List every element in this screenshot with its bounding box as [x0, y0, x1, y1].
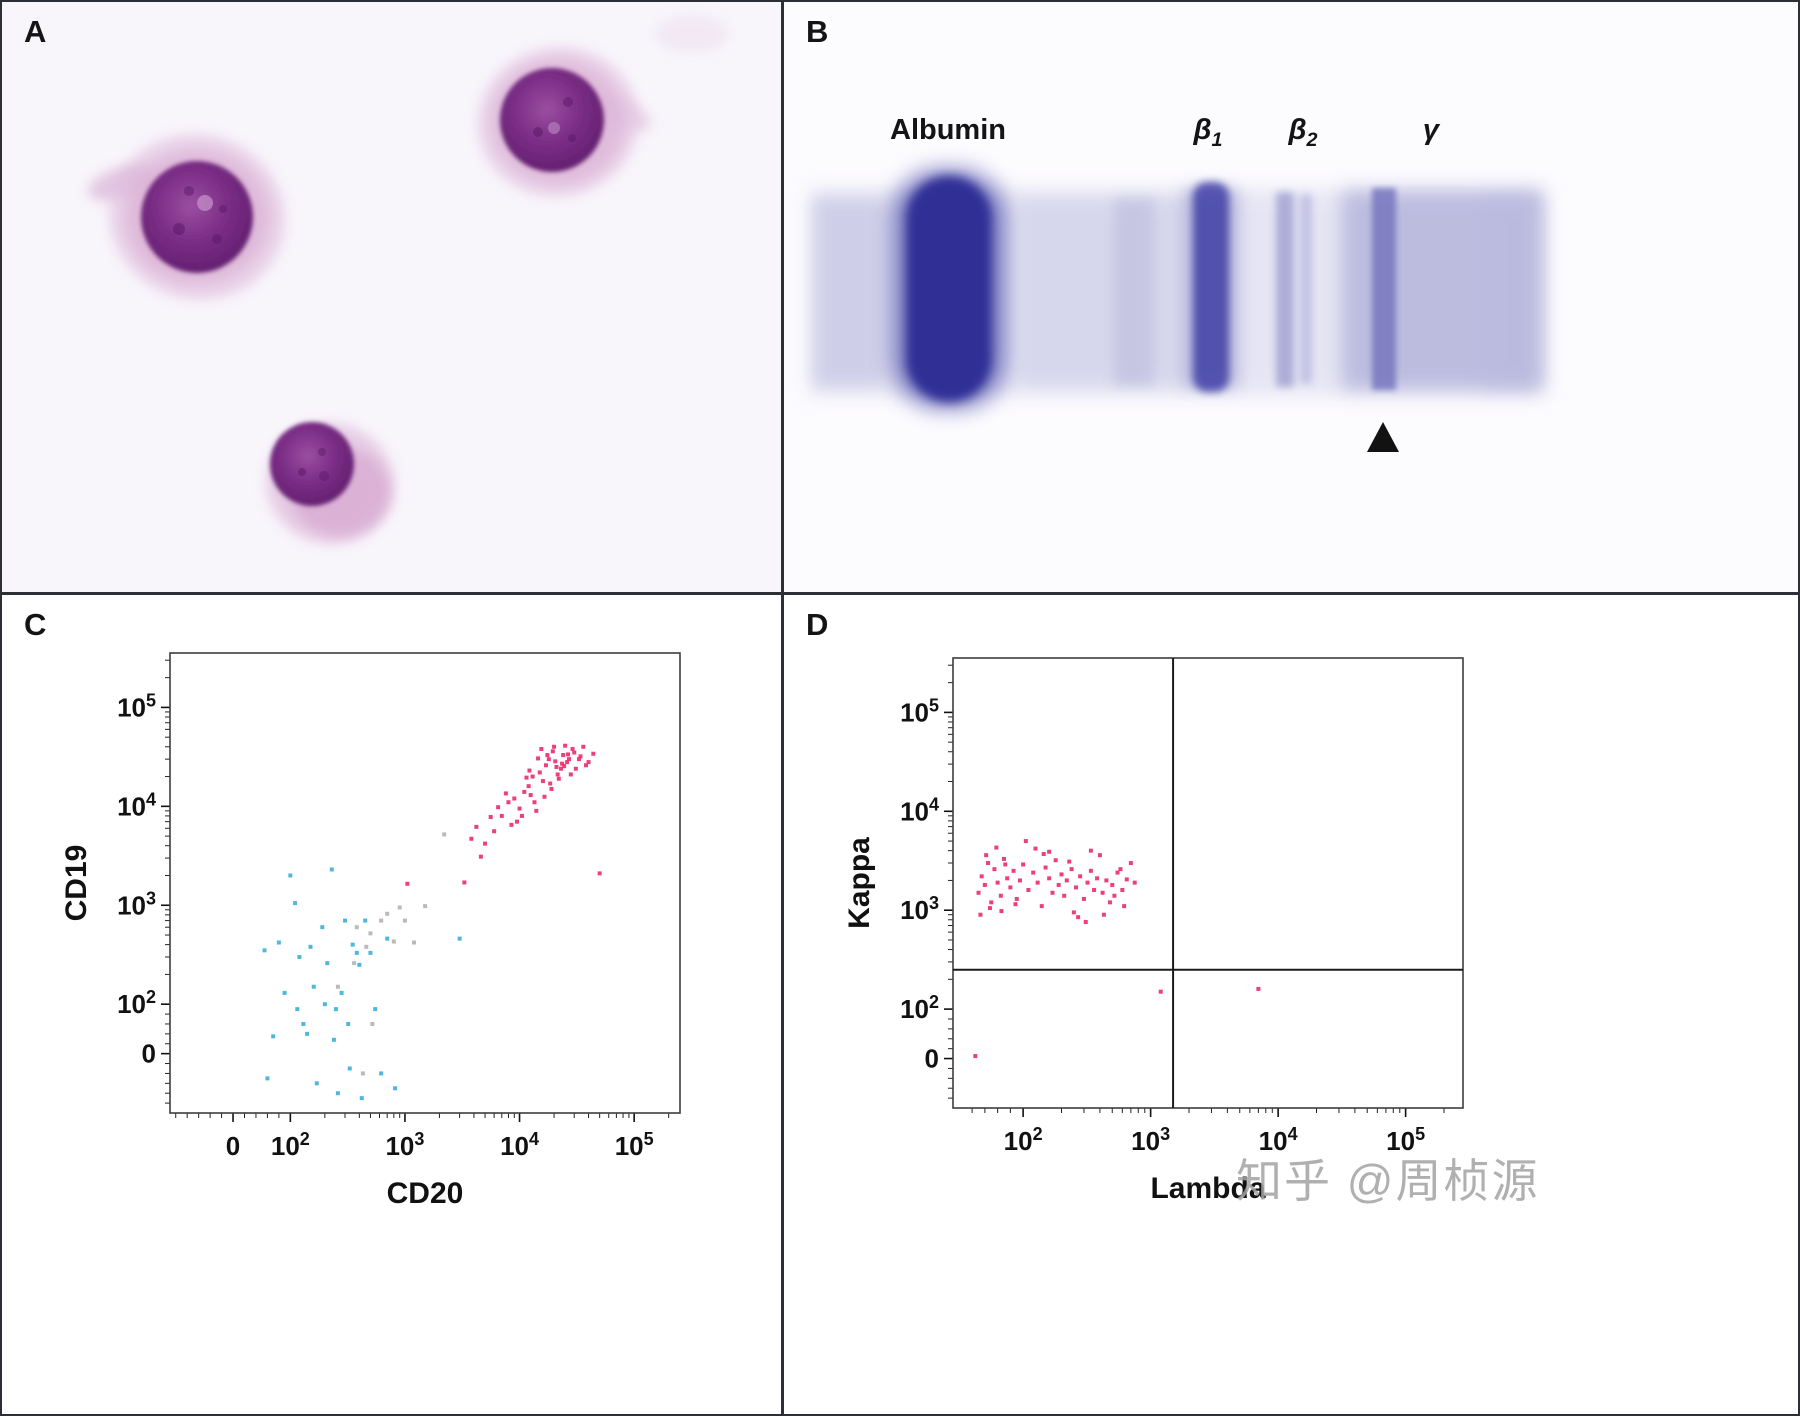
x-tick-label: 104: [1259, 1124, 1298, 1156]
plasma-cell-3: [266, 422, 394, 544]
nucleolus: [197, 195, 213, 211]
alpha-region-smear: [1019, 198, 1184, 386]
x-tick-label: 103: [385, 1129, 424, 1161]
beta2-band: [1276, 192, 1294, 387]
gel-right-fade: [1484, 198, 1542, 386]
electrophoresis-gel: [784, 2, 1798, 592]
plasma-cell-2: [478, 47, 651, 197]
micrograph-cells-image: [88, 16, 728, 544]
albumin-band: [906, 176, 992, 402]
x-tick-label: 102: [271, 1129, 310, 1161]
y-tick-label: 102: [900, 992, 939, 1024]
panel-d-flow-kappa-lambda: D 102 103 104 105 0 102 103 104 105 Lambda Kappa 知…: [784, 595, 1798, 1414]
panel-c-flow-cd19-cd20: C 0 102 103 104 105 0 102 103 104 105 CD20 CD19: [2, 595, 781, 1414]
scatter-points: [973, 839, 1261, 1059]
gel-left-smear: [814, 198, 884, 386]
lane-label-beta1: β1: [1168, 114, 1248, 152]
panel-a-micrograph: A: [2, 2, 781, 592]
lane-label-text: γ: [1422, 114, 1440, 146]
watermark: 知乎 @周桢源: [1236, 1155, 1540, 1207]
panel-letter-b: B: [806, 14, 829, 49]
panel-letter-d: D: [806, 607, 829, 642]
y-axis-title: CD19: [60, 845, 93, 922]
x-tick-label: 0: [226, 1131, 240, 1161]
beta1-band: [1193, 182, 1229, 392]
axes: 0 102 103 104 105 0 102 103 104 105 CD20 CD19: [60, 652, 681, 1210]
y-tick-label: 103: [900, 893, 939, 925]
lane-label-text: β: [1288, 114, 1307, 146]
y-tick-label: 105: [117, 690, 156, 722]
y-tick-label: 102: [117, 987, 156, 1019]
beta2-band-minor: [1300, 194, 1312, 384]
x-axis-title: CD20: [387, 1177, 464, 1210]
debris-smudge: [656, 16, 728, 52]
lane-label-sub: 2: [1306, 128, 1318, 151]
y-tick-label: 0: [142, 1039, 156, 1069]
x-tick-label: 103: [1131, 1124, 1170, 1156]
lane-label-text: Albumin: [890, 114, 1006, 146]
monoclonal-spike-band: [1372, 188, 1396, 390]
alpha2-band: [1114, 198, 1154, 386]
lane-label-text: β: [1193, 114, 1212, 146]
scatter-points: [262, 743, 602, 1101]
lane-label-albumin: Albumin: [868, 114, 1028, 152]
panel-letter-c: C: [24, 607, 47, 642]
lane-label-sub: 1: [1211, 128, 1223, 151]
x-tick-label: 104: [500, 1129, 539, 1161]
y-tick-label: 104: [117, 789, 156, 821]
x-tick-label: 105: [615, 1129, 654, 1161]
panel-divider-horizontal: [2, 592, 1798, 595]
m-spike-arrowhead-icon: [1367, 422, 1399, 452]
panel-letter-a: A: [24, 14, 47, 49]
x-tick-label: 102: [1004, 1124, 1043, 1156]
x-axis-title: Lambda: [1150, 1172, 1265, 1205]
y-axis-title: Kappa: [843, 837, 876, 929]
plasma-cell-1: [88, 134, 285, 300]
nucleolus: [548, 122, 560, 134]
y-tick-label: 105: [900, 695, 939, 727]
y-tick-label: 104: [900, 794, 939, 826]
lane-label-gamma: γ: [1391, 114, 1471, 152]
panel-b-electrophoresis: B Albumin β1 β2 γ: [784, 2, 1798, 592]
y-tick-label: 0: [925, 1044, 939, 1074]
flow-plot-cd19-cd20: 0 102 103 104 105 0 102 103 104 105 CD20 CD19: [60, 652, 681, 1210]
panel-divider-vertical: [781, 2, 784, 1414]
y-tick-label: 103: [117, 888, 156, 920]
lane-label-beta2: β2: [1263, 114, 1343, 152]
